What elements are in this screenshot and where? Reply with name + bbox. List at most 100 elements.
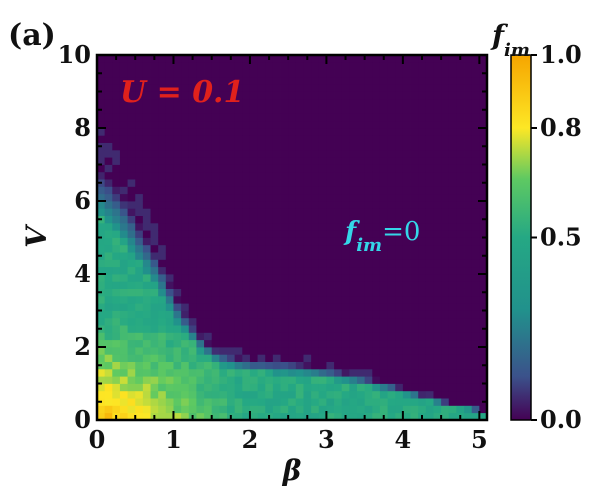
heatmap-cell	[379, 310, 388, 319]
heatmap-cell	[318, 288, 327, 297]
heatmap-cell	[418, 252, 427, 260]
heatmap-cell	[257, 303, 266, 311]
heatmap-cell	[326, 193, 335, 202]
parameter-annotation: U = 0.1	[120, 75, 244, 110]
heatmap-cell	[295, 91, 304, 100]
heatmap-cell	[257, 252, 266, 260]
heatmap-cell	[326, 230, 335, 238]
heatmap-cell	[249, 274, 258, 282]
heatmap-cell	[150, 332, 159, 341]
heatmap-cell	[418, 288, 427, 297]
heatmap-cell	[418, 230, 427, 238]
heatmap-cell	[181, 230, 190, 238]
heatmap-cell	[387, 295, 396, 304]
heatmap-cell	[196, 91, 205, 100]
heatmap-cell	[173, 149, 182, 158]
heatmap-cell	[242, 179, 251, 187]
heatmap-cell	[326, 303, 335, 311]
heatmap-cell	[402, 98, 411, 107]
heatmap-cell	[425, 361, 434, 370]
heatmap-cell	[257, 281, 266, 289]
heatmap-cell	[341, 354, 350, 362]
heatmap-cell	[387, 398, 396, 406]
heatmap-cell	[135, 347, 144, 355]
heatmap-cell	[425, 98, 434, 107]
heatmap-cell	[479, 412, 487, 420]
heatmap-cell	[150, 361, 159, 370]
heatmap-cell	[249, 62, 258, 70]
heatmap-cell	[257, 317, 266, 326]
heatmap-cell	[173, 244, 182, 253]
heatmap-cell	[188, 332, 197, 341]
heatmap-cell	[127, 98, 136, 107]
heatmap-cell	[326, 347, 335, 355]
heatmap-cell	[479, 222, 487, 231]
heatmap-cell	[104, 383, 113, 392]
heatmap-cell	[418, 98, 427, 107]
heatmap-cell	[204, 274, 213, 282]
heatmap-cell	[311, 55, 320, 63]
heatmap-cell	[119, 62, 128, 70]
heatmap-cell	[303, 62, 312, 70]
heatmap-cell	[165, 332, 174, 341]
heatmap-cell	[372, 274, 381, 282]
heatmap-cell	[387, 376, 396, 384]
heatmap-cell	[234, 62, 243, 70]
heatmap-cell	[372, 354, 381, 362]
heatmap-cell	[402, 69, 411, 78]
heatmap-cell	[448, 98, 457, 107]
heatmap-cell	[410, 252, 419, 260]
heatmap-cell	[265, 244, 274, 253]
heatmap-cell	[257, 142, 266, 151]
heatmap-cell	[410, 405, 419, 414]
heatmap-cell	[165, 230, 174, 238]
heatmap-cell	[242, 62, 251, 70]
heatmap-cell	[196, 274, 205, 282]
heatmap-cell	[441, 135, 450, 143]
heatmap-cell	[464, 84, 473, 92]
heatmap-cell	[441, 98, 450, 107]
heatmap-cell	[418, 361, 427, 370]
heatmap-cell	[196, 303, 205, 311]
heatmap-cell	[295, 62, 304, 70]
heatmap-cell	[249, 149, 258, 158]
heatmap-cell	[379, 361, 388, 370]
heatmap-cell	[456, 230, 465, 238]
heatmap-cell	[425, 412, 434, 420]
heatmap-cell	[211, 325, 220, 333]
heatmap-cell	[372, 376, 381, 384]
heatmap-cell	[211, 259, 220, 268]
heatmap-cell	[158, 222, 167, 231]
heatmap-cell	[448, 222, 457, 231]
heatmap-cell	[165, 76, 174, 85]
heatmap-cell	[364, 55, 373, 63]
heatmap-cell	[456, 274, 465, 282]
heatmap-cell	[119, 171, 128, 180]
heatmap-cell	[150, 149, 159, 158]
x-axis-label: β	[282, 454, 302, 487]
heatmap-cell	[387, 317, 396, 326]
heatmap-cell	[135, 164, 144, 173]
heatmap-cell	[127, 113, 136, 122]
heatmap-cell	[280, 230, 289, 238]
heatmap-cell	[364, 69, 373, 78]
heatmap-cell	[425, 208, 434, 216]
heatmap-cell	[135, 376, 144, 384]
heatmap-cell	[349, 354, 358, 362]
heatmap-cell	[357, 157, 366, 165]
heatmap-cell	[242, 252, 251, 260]
heatmap-cell	[395, 347, 404, 355]
heatmap-cell	[142, 179, 151, 187]
heatmap-cell	[272, 244, 281, 253]
heatmap-cell	[288, 135, 297, 143]
heatmap-cell	[112, 368, 121, 377]
heatmap-cell	[318, 303, 327, 311]
heatmap-cell	[234, 383, 243, 392]
heatmap-cell	[402, 171, 411, 180]
heatmap-cell	[265, 281, 274, 289]
heatmap-cell	[433, 62, 442, 70]
heatmap-cell	[135, 383, 144, 392]
heatmap-cell	[219, 361, 228, 370]
heatmap-cell	[433, 303, 442, 311]
heatmap-cell	[97, 347, 106, 355]
